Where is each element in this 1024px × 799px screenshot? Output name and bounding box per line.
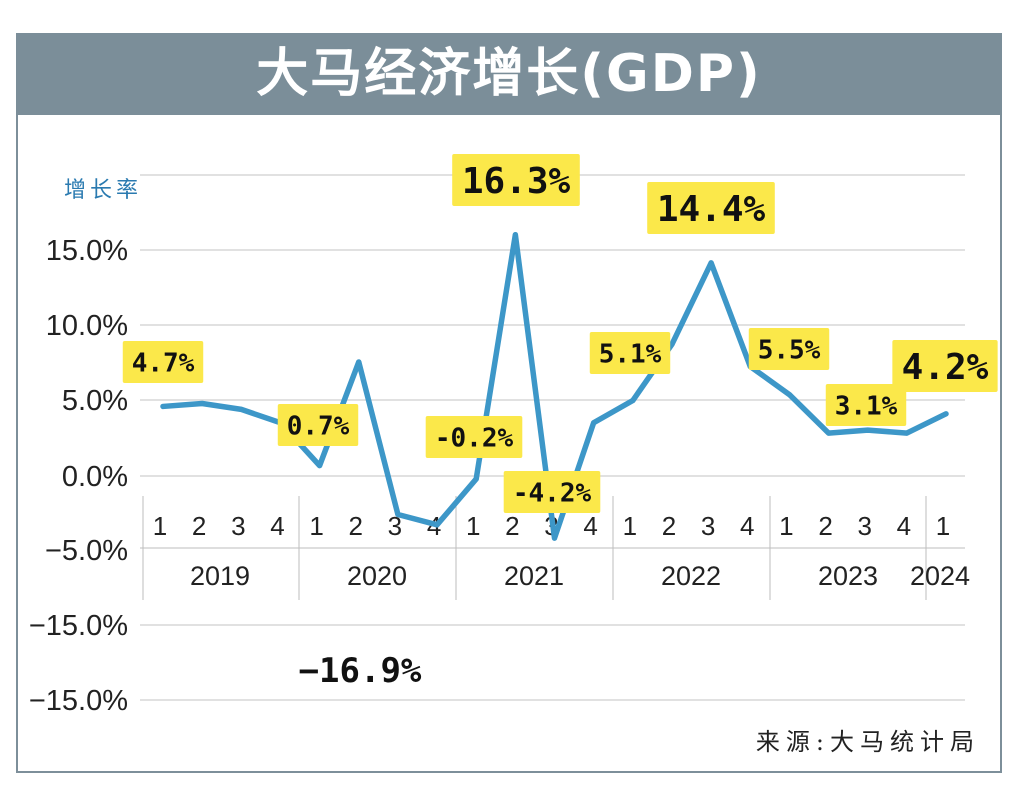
quarter-label: 1 xyxy=(779,511,793,541)
data-label-bg xyxy=(425,416,523,458)
y-tick-label: 5.0% xyxy=(62,385,128,417)
y-tick-label: −5.0% xyxy=(45,535,128,567)
data-label: -0.2% xyxy=(435,423,514,453)
y-tick-label: 10.0% xyxy=(46,310,128,342)
year-label-2022: 2022 xyxy=(661,561,721,591)
quarter-label: 3 xyxy=(231,511,245,541)
chart-title: 大马经济增长(GDP) xyxy=(256,44,762,104)
data-point xyxy=(160,403,166,409)
y-axis-label: 增长率 xyxy=(64,178,143,203)
data-label: 4.2% xyxy=(902,347,989,388)
quarter-label: 1 xyxy=(153,511,167,541)
quarter-label: 2 xyxy=(818,511,832,541)
source-note: 来源:大马统计局 xyxy=(755,728,980,756)
data-point xyxy=(473,476,479,482)
data-point xyxy=(630,398,636,404)
quarter-label: 2 xyxy=(349,511,363,541)
year-label-2024: 2024 xyxy=(910,561,970,591)
data-label-bg xyxy=(748,328,830,370)
year-label-2023: 2023 xyxy=(818,561,878,591)
quarter-label: 3 xyxy=(701,511,715,541)
data-label-bg xyxy=(503,471,601,513)
data-point xyxy=(395,511,401,517)
quarter-label: 1 xyxy=(466,511,480,541)
data-label: 14.4% xyxy=(657,189,766,230)
data-label-bg xyxy=(647,182,775,234)
data-point xyxy=(238,406,244,412)
data-label-bg xyxy=(892,340,998,392)
data-label: 4.7% xyxy=(132,348,195,378)
y-tick-label: −15.0% xyxy=(29,610,128,642)
data-point xyxy=(669,341,675,347)
data-label: -4.2% xyxy=(513,478,592,508)
y-tick-label: −15.0% xyxy=(29,685,128,717)
data-label: 16.3% xyxy=(462,161,571,202)
year-label-2021: 2021 xyxy=(504,561,564,591)
data-point xyxy=(708,260,714,266)
data-label-bg xyxy=(589,332,671,374)
quarter-label: 2 xyxy=(192,511,206,541)
data-label: −16.9% xyxy=(299,651,422,691)
data-point xyxy=(786,392,792,398)
y-tick-label: 15.0% xyxy=(46,235,128,267)
data-label-bg xyxy=(122,341,204,383)
data-point xyxy=(865,427,871,433)
data-label-bg xyxy=(277,404,359,446)
quarter-label: 1 xyxy=(936,511,950,541)
title-bar: 大马经济增长(GDP) xyxy=(16,33,1002,115)
quarter-label: 2 xyxy=(662,511,676,541)
data-point xyxy=(552,535,557,541)
data-label: 0.7% xyxy=(287,411,350,441)
data-point xyxy=(943,411,949,417)
data-label-bg xyxy=(452,154,580,206)
quarter-label: 3 xyxy=(388,511,402,541)
data-point xyxy=(356,359,362,365)
data-label: 5.1% xyxy=(599,339,662,369)
quarter-label: 4 xyxy=(897,511,911,541)
quarter-label: 4 xyxy=(270,511,284,541)
data-label: 3.1% xyxy=(835,391,898,421)
quarter-label: 4 xyxy=(740,511,754,541)
data-point xyxy=(591,420,597,426)
y-tick-label: 0.0% xyxy=(62,461,128,493)
quarter-label: 1 xyxy=(623,511,637,541)
data-point xyxy=(904,430,910,436)
quarter-label: 1 xyxy=(309,511,323,541)
data-label-bg xyxy=(825,384,907,426)
year-label-2019: 2019 xyxy=(190,561,250,591)
data-point xyxy=(434,522,440,528)
quarter-label: 4 xyxy=(583,511,597,541)
quarter-label: 3 xyxy=(857,511,871,541)
year-label-2020: 2020 xyxy=(347,561,407,591)
data-point xyxy=(317,463,323,469)
data-point xyxy=(512,232,518,238)
quarter-label: 2 xyxy=(505,511,519,541)
data-point xyxy=(199,400,205,406)
data-label: 5.5% xyxy=(758,335,821,365)
data-point xyxy=(826,430,832,436)
